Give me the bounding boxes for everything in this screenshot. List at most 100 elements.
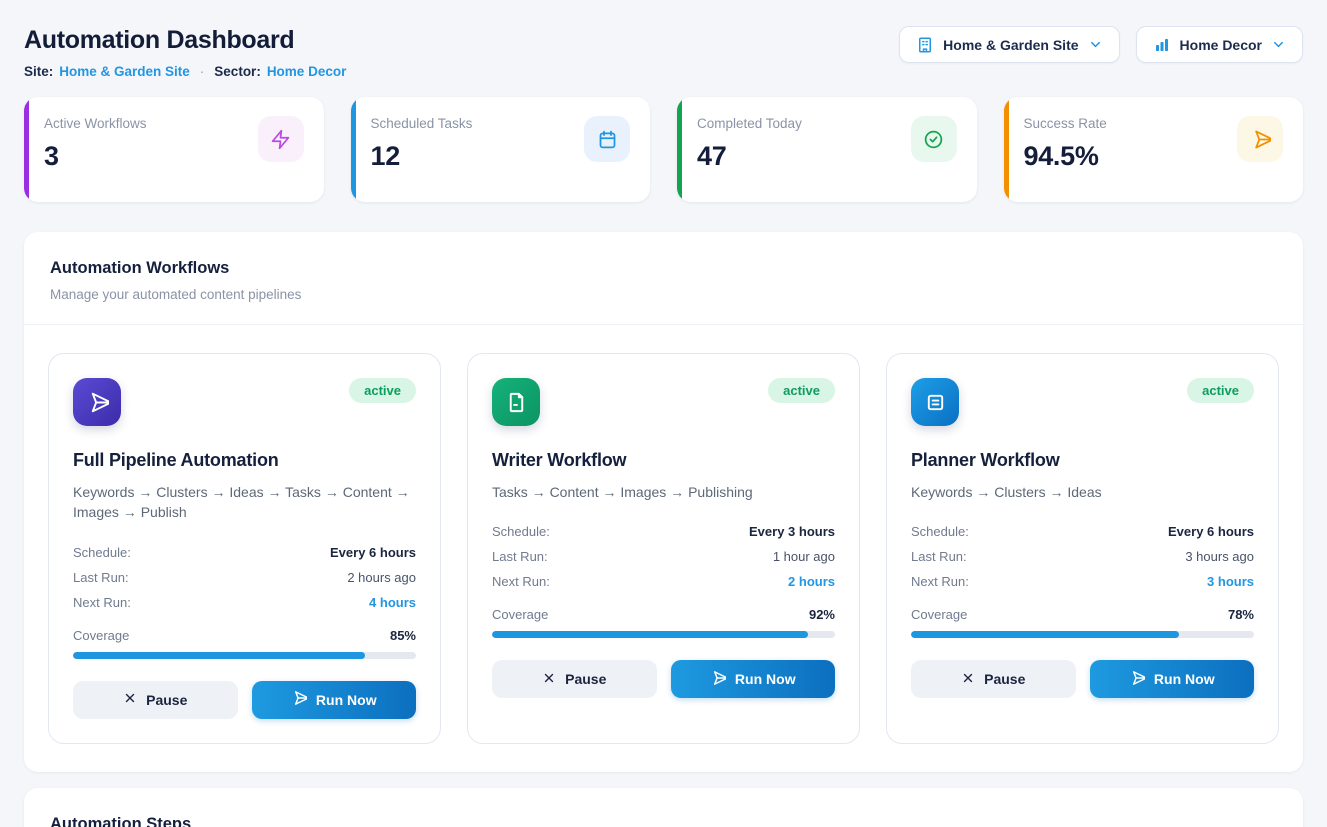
chevron-down-icon: [1271, 37, 1286, 52]
run-now-button[interactable]: Run Now: [670, 660, 835, 699]
x-icon: [961, 671, 975, 688]
workflow-description: Keywords → Clusters → Ideas: [911, 484, 1102, 500]
next-run-label: Next Run:: [73, 594, 131, 610]
header-selectors: Home & Garden Site Home Decor: [899, 26, 1303, 63]
workflow-actions: Pause Run Now: [911, 660, 1254, 699]
schedule-value: Every 6 hours: [330, 544, 416, 560]
run-now-button[interactable]: Run Now: [1089, 660, 1254, 699]
bar-chart-icon: [1153, 36, 1171, 54]
schedule-row: Schedule: Every 3 hours: [492, 519, 835, 544]
workflow-actions: Pause Run Now: [492, 660, 835, 699]
stat-label: Scheduled Tasks: [370, 116, 473, 131]
stat-value: 47: [697, 141, 727, 171]
workflows-subtitle: Manage your automated content pipelines: [50, 287, 302, 302]
building-icon: [916, 36, 934, 54]
pause-button[interactable]: Pause: [73, 680, 238, 719]
sector-link[interactable]: Home Decor: [266, 64, 347, 79]
run-now-label: Run Now: [1153, 671, 1215, 688]
last-run-row: Last Run: 2 hours ago: [73, 565, 416, 590]
calendar-icon: [584, 116, 630, 162]
status-badge: active: [1187, 378, 1254, 403]
schedule-row: Schedule: Every 6 hours: [911, 519, 1254, 544]
coverage-progress-track: [492, 631, 835, 639]
coverage-progress-track: [911, 631, 1254, 639]
send-icon: [1129, 670, 1148, 689]
workflow-title: Writer Workflow: [492, 450, 627, 470]
stat-card-scheduled-tasks: Scheduled Tasks 12: [350, 97, 650, 202]
coverage-progress-fill: [911, 631, 1179, 639]
workflow-card-planner: active Planner Workflow Keywords → Clust…: [886, 353, 1279, 744]
coverage-value: 78%: [1227, 607, 1254, 623]
site-selector-dropdown[interactable]: Home & Garden Site: [899, 26, 1120, 63]
automation-steps-panel: Automation Steps Configure which steps a…: [24, 787, 1303, 827]
coverage-block: Coverage 92%: [492, 607, 835, 639]
coverage-row: Coverage 78%: [911, 607, 1254, 622]
status-badge: active: [768, 378, 835, 403]
coverage-value: 85%: [389, 627, 416, 643]
page-title: Automation Dashboard: [24, 26, 295, 54]
coverage-progress-fill: [492, 631, 808, 639]
last-run-value: 3 hours ago: [1185, 549, 1254, 565]
coverage-progress-track: [73, 651, 416, 659]
stat-value: 3: [44, 141, 59, 171]
stat-label: Completed Today: [697, 116, 802, 131]
last-run-label: Last Run:: [911, 549, 967, 565]
breadcrumb: Site: Home & Garden Site · Sector: Home …: [24, 64, 346, 79]
run-now-label: Run Now: [315, 691, 377, 708]
coverage-block: Coverage 85%: [73, 628, 416, 659]
next-run-value: 3 hours: [1207, 574, 1254, 590]
send-icon: [1237, 116, 1283, 162]
next-run-value: 2 hours: [788, 574, 835, 590]
stat-value: 94.5%: [1023, 141, 1099, 171]
sector-label: Sector:: [214, 64, 261, 79]
schedule-label: Schedule:: [73, 544, 131, 560]
site-link[interactable]: Home & Garden Site: [59, 64, 190, 79]
last-run-label: Last Run:: [73, 569, 129, 585]
stat-text: Success Rate 94.5%: [1024, 116, 1107, 202]
stat-text: Scheduled Tasks 12: [371, 116, 473, 202]
dot-separator: ·: [199, 64, 205, 79]
pause-label: Pause: [146, 691, 188, 708]
last-run-label: Last Run:: [492, 549, 548, 565]
workflow-card-writer: active Writer Workflow Tasks → Content →…: [467, 353, 860, 744]
pause-button[interactable]: Pause: [911, 660, 1076, 699]
sector-selector-value: Home Decor: [1179, 36, 1262, 53]
coverage-row: Coverage 92%: [492, 607, 835, 622]
workflow-meta: Schedule: Every 6 hours Last Run: 2 hour…: [73, 540, 416, 615]
coverage-label: Coverage: [492, 607, 549, 623]
coverage-value: 92%: [808, 607, 835, 623]
coverage-label: Coverage: [73, 627, 130, 643]
send-icon: [710, 670, 729, 689]
workflow-title: Full Pipeline Automation: [73, 450, 279, 470]
stat-card-success-rate: Success Rate 94.5%: [1003, 97, 1303, 202]
pause-button[interactable]: Pause: [492, 660, 657, 699]
run-now-label: Run Now: [734, 671, 796, 688]
x-icon: [542, 671, 556, 688]
document-icon: [492, 378, 540, 426]
send-icon: [291, 690, 310, 709]
pause-label: Pause: [984, 671, 1026, 688]
coverage-progress-fill: [73, 651, 365, 659]
lightning-icon: [257, 116, 304, 162]
stat-text: Active Workflows 3: [44, 116, 147, 202]
stat-card-active-workflows: Active Workflows 3: [24, 97, 324, 202]
run-now-button[interactable]: Run Now: [251, 680, 416, 719]
sector-selector-dropdown[interactable]: Home Decor: [1135, 26, 1303, 63]
chevron-down-icon: [1088, 37, 1103, 52]
workflow-title: Planner Workflow: [911, 450, 1060, 470]
workflows-grid: active Full Pipeline Automation Keywords…: [24, 325, 1303, 772]
next-run-label: Next Run:: [911, 574, 969, 590]
check-circle-icon: [910, 116, 957, 162]
last-run-row: Last Run: 1 hour ago: [492, 544, 835, 569]
coverage-block: Coverage 78%: [911, 607, 1254, 639]
workflow-actions: Pause Run Now: [73, 680, 416, 719]
page-header: Automation Dashboard Site: Home & Garden…: [24, 26, 1303, 79]
schedule-row: Schedule: Every 6 hours: [73, 540, 416, 565]
workflows-panel-header: Automation Workflows Manage your automat…: [24, 232, 1303, 325]
status-badge: active: [349, 378, 416, 403]
last-run-row: Last Run: 3 hours ago: [911, 544, 1254, 569]
coverage-label: Coverage: [911, 607, 968, 623]
stat-card-completed-today: Completed Today 47: [677, 97, 977, 202]
coverage-row: Coverage 85%: [73, 628, 416, 643]
stats-row: Active Workflows 3 Scheduled Tasks 12: [24, 97, 1303, 202]
